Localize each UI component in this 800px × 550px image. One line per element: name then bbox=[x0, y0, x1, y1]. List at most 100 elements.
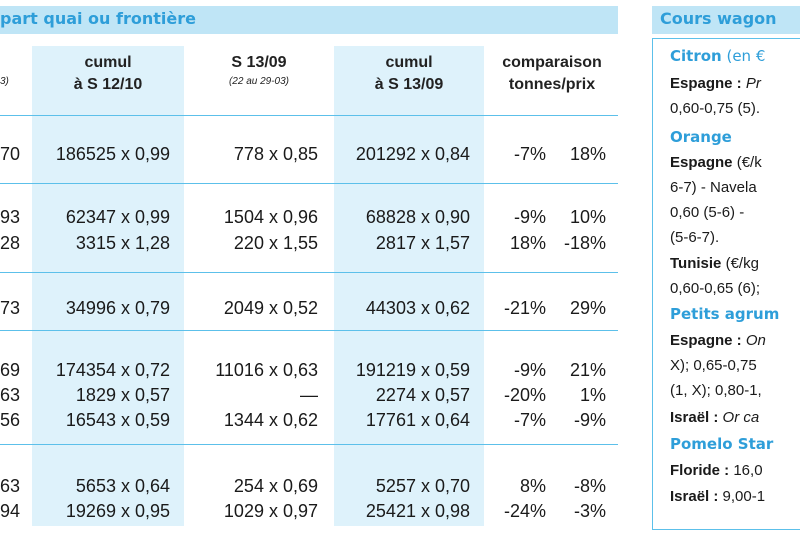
country-price-line: Tunisie (€/kg bbox=[670, 254, 759, 274]
column-header-cumul-current: cumul à S 13/09 bbox=[374, 54, 444, 93]
product-heading: Citron (en € bbox=[670, 46, 765, 67]
country-price-line: Israël : Or ca bbox=[670, 408, 759, 428]
panel-header-band: Cours wagon bbox=[652, 6, 800, 34]
price-table-panel: part quai ou frontière 3) cumul à S 12/1… bbox=[0, 6, 618, 526]
section-divider bbox=[0, 330, 618, 331]
panel-frame bbox=[652, 38, 800, 530]
cumul-current-cell: 5257 x 0,70 bbox=[375, 476, 470, 496]
country-price-line: Israël : 9,00-1 bbox=[670, 487, 765, 507]
cumul-column-shading bbox=[334, 46, 484, 526]
price-text: Pr bbox=[741, 75, 761, 92]
cumul-prev-cell: 34996 x 0,79 bbox=[65, 298, 170, 318]
price-text: (€/kg bbox=[721, 255, 759, 272]
price-text-line: 0,60-0,65 (6); bbox=[670, 280, 761, 297]
origin-code-cell: 73 bbox=[0, 298, 21, 318]
cumul-prev-cell: 1829 x 0,57 bbox=[75, 385, 170, 405]
cumul-column-shading bbox=[32, 46, 184, 526]
origin-code-cell: 69 bbox=[0, 360, 21, 380]
country-price-line: Espagne (€/k bbox=[670, 153, 762, 173]
week-cell: 254 x 0,69 bbox=[233, 476, 318, 496]
product-name: Petits agrum bbox=[670, 305, 780, 323]
price-text: (€/k bbox=[732, 154, 762, 171]
column-header-origin: 3) bbox=[0, 76, 9, 87]
tonnes-change-cell: -21% bbox=[503, 298, 546, 318]
cumul-current-cell: 201292 x 0,84 bbox=[355, 144, 470, 164]
week-cell: 220 x 1,55 bbox=[233, 233, 318, 253]
price-change-cell: -18% bbox=[563, 233, 606, 253]
origin-code-cell: 70 bbox=[0, 144, 21, 164]
price-change-cell: 10% bbox=[569, 207, 606, 227]
cumul-prev-cell: 16543 x 0,59 bbox=[65, 410, 170, 430]
price-text: 16,0 bbox=[729, 462, 763, 479]
price-change-cell: 29% bbox=[569, 298, 606, 318]
price-text-line: X); 0,65-0,75 bbox=[670, 357, 757, 374]
tonnes-change-cell: -9% bbox=[513, 360, 546, 380]
product-heading: Orange bbox=[670, 127, 732, 148]
price-text-line: 6-7) - Navela bbox=[670, 179, 757, 196]
cumul-prev-cell: 62347 x 0,99 bbox=[65, 207, 170, 227]
week-cell: 1344 x 0,62 bbox=[223, 410, 318, 430]
price-change-cell: -3% bbox=[573, 501, 606, 521]
country-name: Israël : bbox=[670, 488, 719, 505]
table-row: 63 5653 x 0,64 254 x 0,69 5257 x 0,70 8% -8% bbox=[0, 474, 618, 498]
section-divider bbox=[0, 115, 618, 116]
price-text-line: (5-6-7). bbox=[670, 229, 720, 246]
column-header-week: S 13/09 (22 au 29-03) bbox=[228, 54, 290, 87]
cumul-prev-cell: 174354 x 0,72 bbox=[55, 360, 170, 380]
column-header-cumul-prev: cumul à S 12/10 bbox=[73, 54, 143, 93]
origin-code-cell: 94 bbox=[0, 501, 21, 521]
cumul-current-cell: 2817 x 1,57 bbox=[375, 233, 470, 253]
cumul-current-cell: 44303 x 0,62 bbox=[365, 298, 470, 318]
table-row: 70 186525 x 0,99 778 x 0,85 201292 x 0,84 -7… bbox=[0, 142, 618, 166]
price-text: On bbox=[741, 332, 766, 349]
country-price-line: Floride : 16,0 bbox=[670, 461, 763, 481]
product-name: Citron bbox=[670, 47, 722, 65]
cumul-current-cell: 68828 x 0,90 bbox=[365, 207, 470, 227]
origin-code-cell: 93 bbox=[0, 207, 21, 227]
country-name: Espagne : bbox=[670, 332, 742, 349]
column-header-comparison: comparaison tonnes/prix bbox=[502, 54, 602, 93]
price-text-line: 0,60 (5-6) - bbox=[670, 204, 745, 221]
product-heading: Pomelo Star bbox=[670, 434, 773, 455]
panel-title: Cours wagon bbox=[660, 9, 777, 28]
origin-code-cell: 28 bbox=[0, 233, 21, 253]
cumul-prev-cell: 3315 x 1,28 bbox=[75, 233, 170, 253]
cumul-current-cell: 191219 x 0,59 bbox=[355, 360, 470, 380]
week-cell: 778 x 0,85 bbox=[233, 144, 318, 164]
table-row: 28 3315 x 1,28 220 x 1,55 2817 x 1,57 18% -18… bbox=[0, 231, 618, 255]
country-price-line: Espagne : On bbox=[670, 331, 766, 351]
country-name: Espagne bbox=[670, 154, 733, 171]
country-name: Floride : bbox=[670, 462, 730, 479]
tonnes-change-cell: -7% bbox=[513, 410, 546, 430]
price-text: Or ca bbox=[718, 409, 760, 426]
cumul-prev-cell: 5653 x 0,64 bbox=[75, 476, 170, 496]
product-heading: Petits agrum bbox=[670, 304, 779, 325]
week-cell: 1029 x 0,97 bbox=[223, 501, 318, 521]
cumul-current-cell: 2274 x 0,57 bbox=[375, 385, 470, 405]
origin-code-cell: 63 bbox=[0, 476, 21, 496]
section-divider bbox=[0, 272, 618, 273]
cumul-current-cell: 17761 x 0,64 bbox=[365, 410, 470, 430]
price-change-cell: 21% bbox=[569, 360, 606, 380]
price-change-cell: -8% bbox=[573, 476, 606, 496]
tonnes-change-cell: -20% bbox=[503, 385, 546, 405]
table-row: 56 16543 x 0,59 1344 x 0,62 17761 x 0,64 -7%… bbox=[0, 408, 618, 432]
table-header-band: part quai ou frontière bbox=[0, 6, 618, 34]
cumul-current-cell: 25421 x 0,98 bbox=[365, 501, 470, 521]
tonnes-change-cell: -24% bbox=[503, 501, 546, 521]
wagon-prices-panel: Cours wagon Citron (en € Espagne : Pr 0,60… bbox=[652, 0, 800, 550]
country-price-line: Espagne : Pr bbox=[670, 74, 761, 94]
price-change-cell: 18% bbox=[569, 144, 606, 164]
cumul-prev-cell: 19269 x 0,95 bbox=[65, 501, 170, 521]
price-text-line: 0,60-0,75 (5). bbox=[670, 100, 761, 117]
country-name: Tunisie bbox=[670, 255, 722, 272]
table-title: part quai ou frontière bbox=[0, 9, 196, 28]
tonnes-change-cell: -9% bbox=[513, 207, 546, 227]
tonnes-change-cell: 8% bbox=[519, 476, 546, 496]
cumul-prev-cell: 186525 x 0,99 bbox=[55, 144, 170, 164]
price-change-cell: 1% bbox=[579, 385, 606, 405]
week-cell: 11016 x 0,63 bbox=[215, 360, 318, 380]
tonnes-change-cell: -7% bbox=[513, 144, 546, 164]
week-cell: 1504 x 0,96 bbox=[223, 207, 318, 227]
product-name: Orange bbox=[670, 128, 732, 146]
